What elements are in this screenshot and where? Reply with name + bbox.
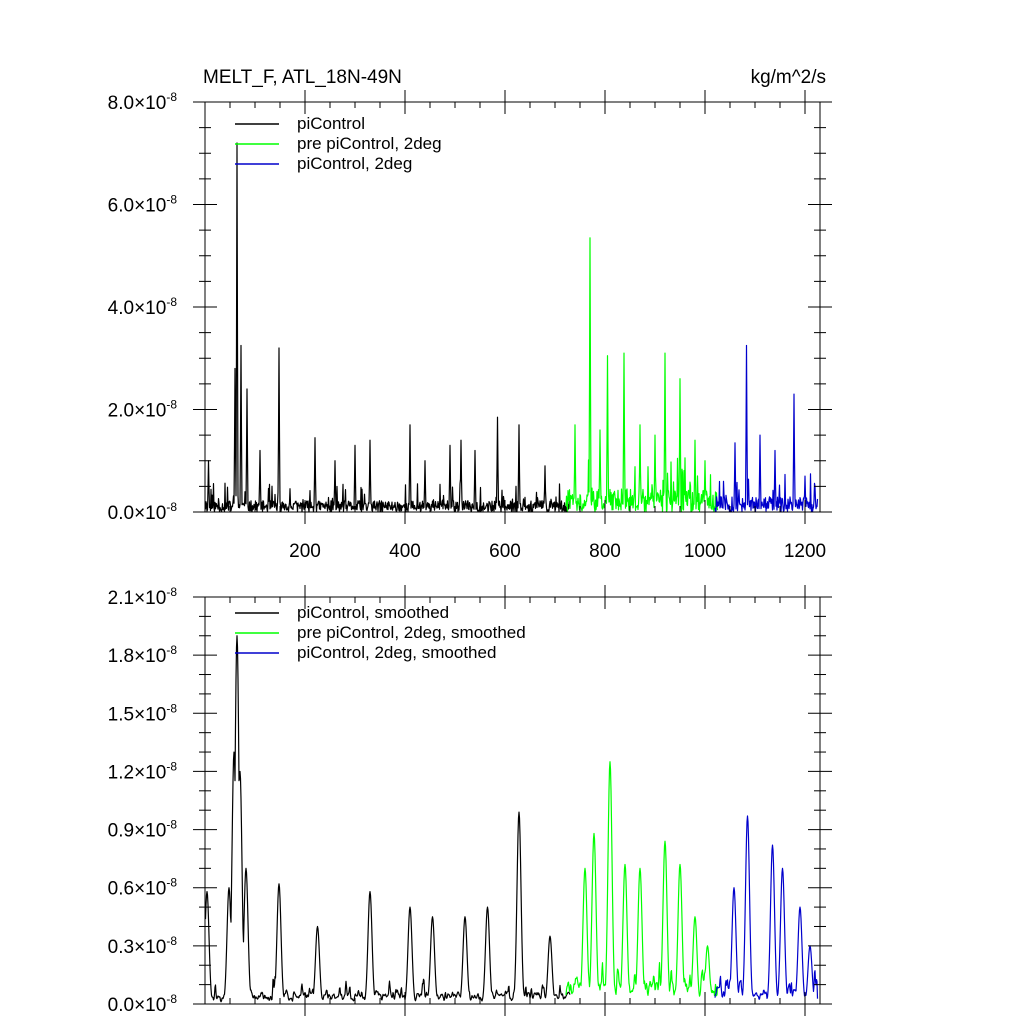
y-tick-label: 0.0×10-8 [108, 992, 178, 1016]
y-tick-mantissa: 0.3×10 [108, 937, 167, 958]
legend-label: piControl [297, 114, 365, 133]
y-tick-mantissa: 0.9×10 [108, 821, 167, 842]
legend-label: piControl, 2deg [297, 154, 412, 173]
y-tick-label: 4.0×10-8 [108, 295, 178, 319]
y-tick-exponent: -8 [166, 934, 177, 948]
y-tick-exponent: -8 [166, 818, 177, 832]
chart-title: MELT_F, ATL_18N-49N [203, 67, 402, 88]
series-line-2 [565, 761, 719, 997]
legend-label: pre piControl, 2deg, smoothed [297, 623, 526, 642]
series-line-3 [714, 344, 819, 513]
series-line-1 [204, 635, 571, 1003]
y-tick-exponent: -8 [166, 992, 177, 1006]
y-tick-mantissa: 0.0×10 [108, 503, 167, 524]
x-tick-label: 200 [289, 541, 321, 562]
y-tick-exponent: -8 [166, 398, 177, 412]
units-label: kg/m^2/s [751, 67, 826, 88]
y-tick-mantissa: 6.0×10 [108, 196, 167, 217]
y-tick-mantissa: 8.0×10 [108, 93, 167, 114]
y-tick-exponent: -8 [166, 643, 177, 657]
y-tick-label: 1.8×10-8 [108, 643, 178, 667]
top-panel: 200 400 600 800 1000 12000.0×10-82.0×10-84.0×… [108, 67, 832, 562]
x-tick-label: 400 [389, 541, 421, 562]
y-tick-mantissa: 4.0×10 [108, 298, 167, 319]
y-tick-exponent: -8 [166, 193, 177, 207]
series-line-3 [714, 815, 819, 1000]
plot-frame [204, 596, 821, 1005]
y-tick-mantissa: 0.6×10 [108, 879, 167, 900]
x-tick-label: 800 [589, 541, 621, 562]
x-tick-label: 1200 [784, 541, 826, 562]
series-line-1 [204, 142, 571, 513]
y-tick-label: 8.0×10-8 [108, 90, 178, 114]
x-tick-label: 600 [489, 541, 521, 562]
y-tick-exponent: -8 [166, 90, 177, 104]
legend-label: pre piControl, 2deg [297, 134, 442, 153]
y-tick-label: 1.5×10-8 [108, 701, 178, 725]
y-tick-label: 0.6×10-8 [108, 876, 178, 900]
y-tick-mantissa: 2.1×10 [108, 588, 167, 609]
y-tick-label: 0.9×10-8 [108, 818, 178, 842]
y-tick-exponent: -8 [166, 585, 177, 599]
y-tick-exponent: -8 [166, 876, 177, 890]
bottom-panel: 0.0×10-80.3×10-80.6×10-80.9×10-81.2×10-8… [108, 585, 832, 1016]
y-tick-label: 0.3×10-8 [108, 934, 178, 958]
legend-label: piControl, 2deg, smoothed [297, 643, 496, 662]
y-tick-mantissa: 1.5×10 [108, 704, 167, 725]
y-tick-label: 1.2×10-8 [108, 759, 178, 783]
legend-label: piControl, smoothed [297, 603, 449, 622]
y-tick-mantissa: 1.8×10 [108, 646, 167, 667]
series-line-2 [565, 237, 719, 513]
y-tick-exponent: -8 [166, 701, 177, 715]
y-tick-label: 2.1×10-8 [108, 585, 178, 609]
y-tick-label: 6.0×10-8 [108, 193, 178, 217]
y-tick-label: 2.0×10-8 [108, 398, 178, 422]
y-tick-mantissa: 1.2×10 [108, 762, 167, 783]
y-tick-mantissa: 0.0×10 [108, 995, 167, 1016]
y-tick-exponent: -8 [166, 759, 177, 773]
y-tick-label: 0.0×10-8 [108, 500, 178, 524]
y-tick-exponent: -8 [166, 295, 177, 309]
y-tick-exponent: -8 [166, 500, 177, 514]
y-tick-mantissa: 2.0×10 [108, 401, 167, 422]
x-tick-label: 1000 [684, 541, 726, 562]
